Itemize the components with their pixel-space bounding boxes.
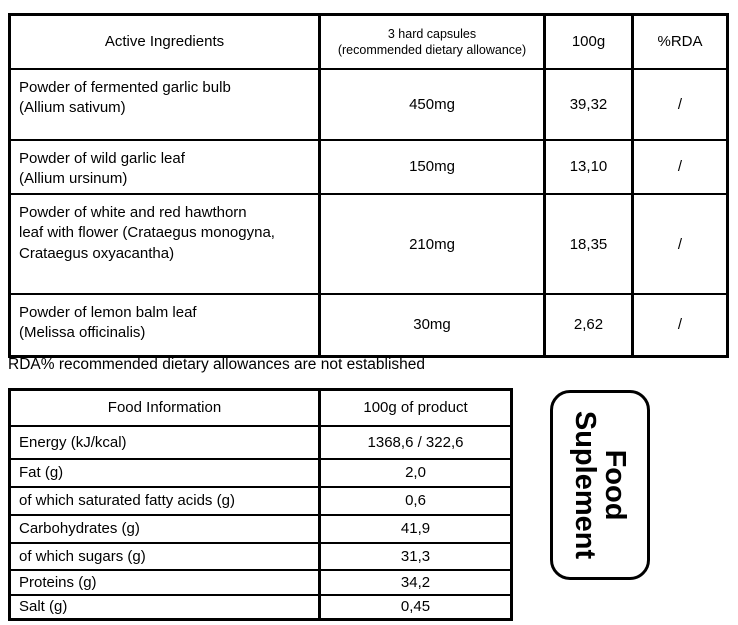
table-row: Powder of fermented garlic bulb (Allium … — [8, 67, 729, 141]
foodinfo-header-row: Food Information 100g of product — [8, 388, 513, 427]
foodinfo-header-value: 100g of product — [318, 388, 513, 427]
badge-line-food: Food — [599, 449, 632, 521]
ingredient-per100g-cell: 18,35 — [543, 193, 634, 295]
nutrient-value-cell: 31,3 — [318, 541, 513, 571]
table-row: of which saturated fatty acids (g) 0,6 — [8, 485, 513, 516]
table-row: Powder of wild garlic leaf (Allium ursin… — [8, 138, 729, 195]
nutrient-value-cell: 1368,6 / 322,6 — [318, 424, 513, 460]
nutrient-label-cell: Salt (g) — [8, 593, 321, 621]
table-row: Fat (g) 2,0 — [8, 457, 513, 488]
nutrient-value-cell: 0,6 — [318, 485, 513, 516]
ingredient-amount-cell: 150mg — [318, 138, 546, 195]
ingredient-amount-cell: 450mg — [318, 67, 546, 141]
food-information-table: Food Information 100g of product Energy … — [8, 388, 513, 621]
table-row: Salt (g) 0,45 — [8, 593, 513, 621]
nutrient-value-cell: 0,45 — [318, 593, 513, 621]
ingredient-name-cell: Powder of wild garlic leaf (Allium ursin… — [8, 138, 321, 195]
nutrient-label-cell: of which saturated fatty acids (g) — [8, 485, 321, 516]
nutrient-value-cell: 34,2 — [318, 568, 513, 596]
ingredients-header-capsules: 3 hard capsules (recommended dietary all… — [318, 13, 546, 70]
ingredient-name-cell: Powder of fermented garlic bulb (Allium … — [8, 67, 321, 141]
table-row: Powder of white and red hawthorn leaf wi… — [8, 193, 729, 295]
ingredient-rda-cell: / — [631, 293, 729, 357]
table-row: Powder of lemon balm leaf (Melissa offic… — [8, 293, 729, 357]
nutrient-label-cell: of which sugars (g) — [8, 541, 321, 571]
ingredient-name-cell: Powder of white and red hawthorn leaf wi… — [8, 193, 321, 295]
nutrient-label-cell: Energy (kJ/kcal) — [8, 424, 321, 460]
ingredients-header-row: Active Ingredients 3 hard capsules (reco… — [8, 13, 729, 70]
nutrient-label-cell: Carbohydrates (g) — [8, 513, 321, 544]
nutrient-value-cell: 2,0 — [318, 457, 513, 488]
nutrient-label-cell: Proteins (g) — [8, 568, 321, 596]
badge-line-suplement: Suplement — [569, 410, 601, 560]
ingredients-header-100g: 100g — [543, 13, 634, 70]
rda-footnote: RDA% recommended dietary allowances are … — [8, 356, 425, 373]
ingredient-amount-cell: 210mg — [318, 193, 546, 295]
ingredient-per100g-cell: 2,62 — [543, 293, 634, 357]
ingredient-rda-cell: / — [631, 193, 729, 295]
ingredient-per100g-cell: 13,10 — [543, 138, 634, 195]
ingredient-per100g-cell: 39,32 — [543, 67, 634, 141]
food-supplement-badge: Food Suplement — [550, 390, 650, 580]
active-ingredients-table: Active Ingredients 3 hard capsules (reco… — [8, 13, 729, 358]
nutrient-label-cell: Fat (g) — [8, 457, 321, 488]
table-row: of which sugars (g) 31,3 — [8, 541, 513, 571]
table-row: Proteins (g) 34,2 — [8, 568, 513, 596]
badge-rotated-text: Food Suplement — [553, 393, 647, 577]
ingredient-amount-cell: 30mg — [318, 293, 546, 357]
nutrient-value-cell: 41,9 — [318, 513, 513, 544]
ingredient-rda-cell: / — [631, 67, 729, 141]
table-row: Carbohydrates (g) 41,9 — [8, 513, 513, 544]
foodinfo-header-label: Food Information — [8, 388, 321, 427]
table-row: Energy (kJ/kcal) 1368,6 / 322,6 — [8, 424, 513, 460]
ingredient-rda-cell: / — [631, 138, 729, 195]
ingredients-header-rda: %RDA — [631, 13, 729, 70]
ingredient-name-cell: Powder of lemon balm leaf (Melissa offic… — [8, 293, 321, 357]
ingredients-header-name: Active Ingredients — [8, 13, 321, 70]
